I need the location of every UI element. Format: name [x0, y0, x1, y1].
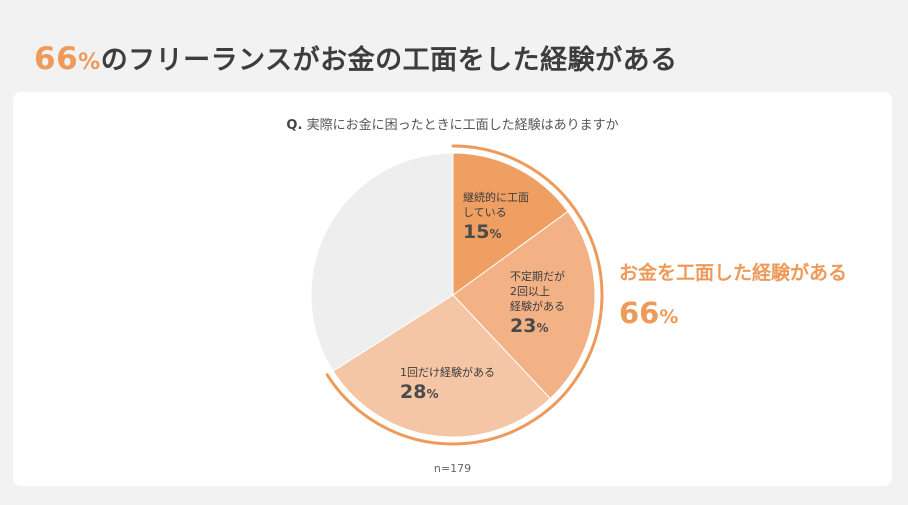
sample-size-note: n=179: [433, 462, 472, 475]
callout-arc: [325, 144, 604, 446]
chart-card: Q. 実際にお金に困ったときに工面した経験はありますか 継続的に工面 している 1…: [13, 92, 892, 486]
headline-unit: %: [78, 50, 101, 75]
question-prefix: Q.: [286, 118, 303, 133]
headline-text: のフリーランスがお金の工面をした経験がある: [100, 45, 678, 76]
slice-value: 28: [400, 381, 427, 403]
slice-label-line: 2回以上: [510, 285, 550, 298]
slice-label-line: 経験がある: [510, 300, 565, 313]
question: Q. 実際にお金に困ったときに工面した経験はありますか: [13, 114, 892, 133]
slice-label-line: している: [463, 206, 507, 219]
pie-slice-once: [332, 294, 551, 438]
pie-slice-none: [310, 152, 454, 372]
pie-slice-continuous: [452, 152, 569, 296]
pie-slice-multiple: [452, 210, 596, 400]
slice-label-line: 不定期だが: [510, 270, 565, 283]
headline-number: 66: [34, 41, 79, 77]
pie-chart: [310, 144, 604, 446]
slice-value: 15: [463, 221, 490, 243]
slice-label-line: 1回だけ経験がある: [400, 366, 495, 379]
callout-number: 66: [619, 296, 660, 330]
question-text: 実際にお金に困ったときに工面した経験はありますか: [306, 118, 619, 133]
slice-label-multiple: 不定期だが 2回以上経験がある 23%: [510, 269, 565, 340]
callout-value: 66%: [619, 296, 678, 330]
slice-unit: %: [489, 227, 502, 241]
slice-value: 23: [510, 315, 537, 337]
slice-label-once: 1回だけ経験がある 28%: [400, 365, 495, 406]
callout-label: お金を工面した経験がある: [619, 262, 848, 284]
callout-unit: %: [659, 306, 679, 328]
slice-unit: %: [426, 387, 439, 401]
slice-label-continuous: 継続的に工面 している 15%: [463, 190, 529, 246]
slice-label-line: 継続的に工面: [463, 191, 529, 204]
headline: 66%のフリーランスがお金の工面をした経験がある: [34, 38, 678, 77]
slice-unit: %: [536, 321, 549, 335]
